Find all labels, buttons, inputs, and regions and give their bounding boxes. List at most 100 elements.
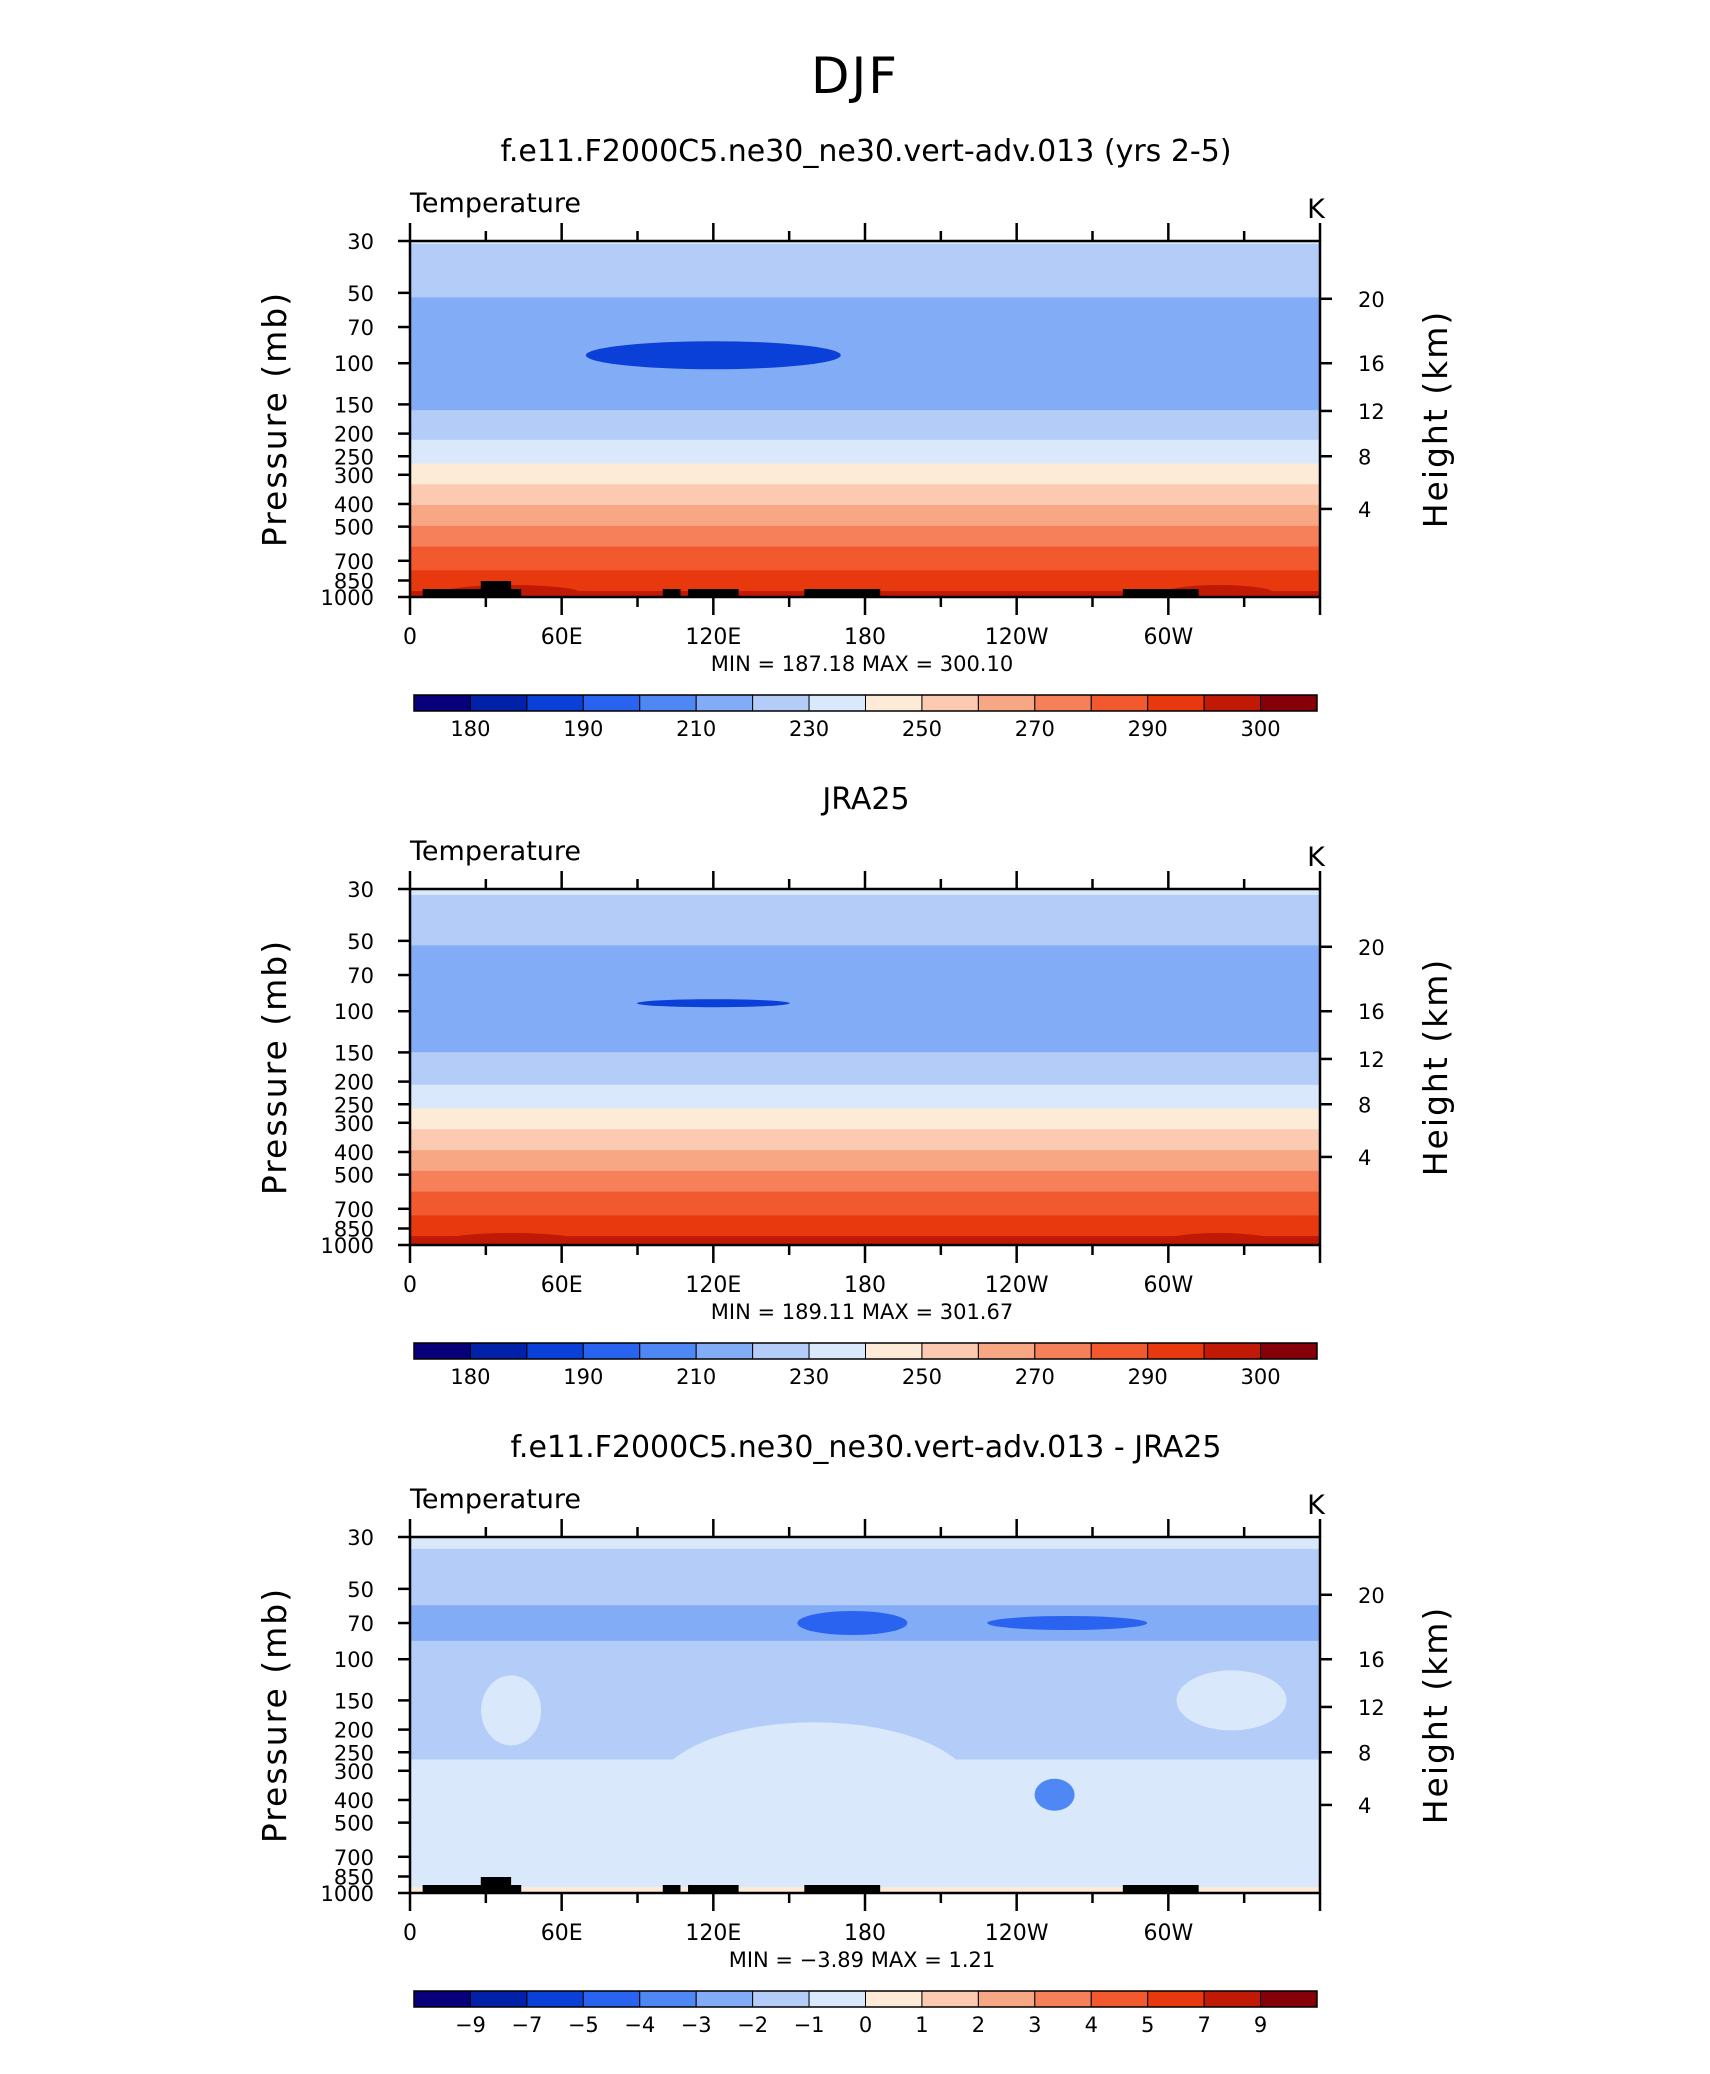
filled-band — [410, 1090, 1320, 1095]
x-tick-label: 120W — [985, 625, 1049, 650]
y-tick-label: 500 — [334, 1164, 374, 1188]
filled-band — [410, 948, 1320, 953]
colorbar-swatch — [639, 1990, 697, 2008]
filled-band — [410, 1643, 1320, 1648]
filled-band — [410, 1542, 1320, 1547]
filled-band — [410, 1700, 1320, 1704]
colorbar-swatch — [1203, 1342, 1262, 1360]
filled-band — [410, 401, 1320, 405]
stats-label: MIN = −3.89 MAX = 1.21 — [729, 1948, 996, 1972]
filled-band — [410, 582, 1320, 586]
filled-band — [410, 255, 1320, 260]
colorbar-label: 190 — [563, 1365, 603, 1389]
filled-band — [410, 270, 1320, 275]
warm-surface-patch — [441, 1233, 582, 1245]
y-tick-label: 30 — [347, 1526, 374, 1550]
filled-band — [410, 918, 1320, 923]
filled-band — [410, 499, 1320, 503]
filled-band — [410, 421, 1320, 426]
filled-band — [410, 1007, 1320, 1012]
filled-band — [410, 1058, 1320, 1062]
filled-band — [410, 912, 1320, 917]
colorbar-swatch — [469, 694, 528, 712]
right-tick-label: 20 — [1358, 1584, 1385, 1608]
filled-band — [410, 900, 1320, 905]
topography-block — [1122, 589, 1199, 597]
filled-band — [410, 986, 1320, 991]
filled-band — [410, 362, 1320, 367]
chart-panel-1: f.e11.F2000C5.ne30_ne30.vert-adv.013 (yr… — [255, 134, 1455, 741]
filled-band — [410, 1664, 1320, 1669]
right-axis-label: Height (km) — [1416, 310, 1455, 529]
colorbar-frame — [413, 694, 1318, 712]
filled-band — [410, 570, 1320, 575]
right-tick-label: 12 — [1358, 400, 1385, 424]
topography-block — [688, 589, 739, 597]
filled-band — [410, 1093, 1320, 1098]
y-tick-label: 300 — [334, 1112, 374, 1136]
neutral-patch — [654, 1722, 975, 1863]
y-tick-label: 700 — [334, 1198, 374, 1222]
colorbar-swatch — [808, 1990, 866, 2008]
filled-band — [410, 1575, 1320, 1580]
filled-band — [410, 1209, 1320, 1214]
filled-band — [410, 1637, 1320, 1642]
filled-band — [410, 1242, 1320, 1245]
filled-band — [410, 1120, 1320, 1125]
filled-band — [410, 306, 1320, 311]
filled-band — [410, 528, 1320, 533]
filled-band — [410, 942, 1320, 947]
filled-band — [410, 1067, 1320, 1071]
filled-band — [410, 1081, 1320, 1086]
filled-band — [410, 1096, 1320, 1101]
filled-band — [410, 1185, 1320, 1190]
filled-band — [410, 546, 1320, 551]
filled-band — [410, 966, 1320, 970]
panels: f.e11.F2000C5.ne30_ne30.vert-adv.013 (yr… — [255, 134, 1455, 2037]
y-tick-label: 200 — [334, 1719, 374, 1743]
colorbar-swatch — [469, 1990, 528, 2008]
colorbar-label: 3 — [1028, 2013, 1041, 2037]
filled-band — [410, 954, 1320, 959]
filled-band — [410, 1215, 1320, 1220]
filled-band — [410, 561, 1320, 566]
right-tick-label: 4 — [1358, 498, 1371, 522]
colorbar-label: 300 — [1241, 1365, 1281, 1389]
filled-band — [410, 1069, 1320, 1074]
filled-band — [410, 359, 1320, 364]
filled-band — [410, 282, 1320, 287]
filled-band — [410, 891, 1320, 896]
filled-band — [410, 1640, 1320, 1645]
y-tick-label: 850 — [334, 1218, 374, 1242]
filled-band — [410, 1649, 1320, 1654]
filled-band — [410, 1158, 1320, 1163]
filled-band — [410, 1682, 1320, 1687]
filled-band — [410, 1667, 1320, 1672]
filled-band — [410, 564, 1320, 569]
filled-band — [410, 1581, 1320, 1586]
filled-band — [410, 1147, 1320, 1151]
y-tick-label: 1000 — [321, 1234, 374, 1258]
filled-band — [410, 1537, 1320, 1541]
colorbar-label: −5 — [568, 2013, 599, 2037]
colorbar-label: 230 — [789, 1365, 829, 1389]
filled-band — [410, 1016, 1320, 1021]
colorbar-swatch — [921, 694, 979, 712]
colorbar-swatch — [752, 694, 810, 712]
colorbar-swatch — [413, 1990, 471, 2008]
y-tick-label: 500 — [334, 516, 374, 540]
filled-band — [410, 332, 1320, 337]
filled-band — [410, 1046, 1320, 1050]
y-tick-label: 100 — [334, 1648, 374, 1672]
filled-band — [410, 1013, 1320, 1018]
filled-band — [410, 1691, 1320, 1696]
filled-band — [410, 980, 1320, 985]
filled-band — [410, 294, 1320, 299]
filled-band — [410, 1685, 1320, 1690]
filled-band — [410, 484, 1320, 489]
colorbar-label: −2 — [737, 2013, 768, 2037]
colorbar-label: −4 — [624, 2013, 655, 2037]
filled-band — [410, 1221, 1320, 1226]
filled-band — [410, 1182, 1320, 1187]
filled-band — [410, 1602, 1320, 1607]
